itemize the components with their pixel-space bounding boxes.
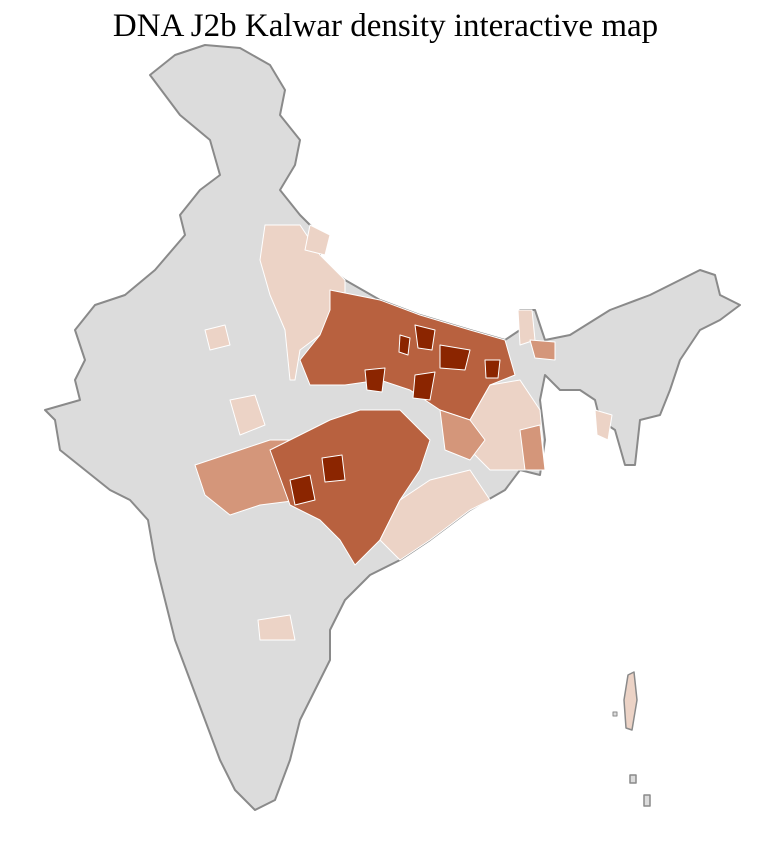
nicobar-island-1[interactable] — [629, 774, 637, 784]
district-high-1[interactable] — [414, 324, 436, 351]
lakshadweep[interactable] — [612, 711, 618, 717]
district-high-5[interactable] — [398, 334, 411, 356]
region-up-west[interactable] — [259, 224, 346, 381]
region-telangana-spot[interactable] — [257, 614, 296, 641]
map-title: DNA J2b Kalwar density interactive map — [112, 8, 659, 44]
andaman-islands[interactable] — [623, 671, 638, 731]
district-high-6[interactable] — [289, 474, 316, 506]
district-high-4[interactable] — [412, 371, 436, 401]
region-uk-spot[interactable] — [304, 224, 331, 256]
district-high-8[interactable] — [484, 359, 501, 379]
region-bengal-coast[interactable] — [519, 424, 546, 471]
district-high-3[interactable] — [364, 367, 386, 393]
region-central-light[interactable] — [229, 394, 266, 436]
region-odisha-light[interactable] — [379, 469, 491, 561]
region-ne-spot[interactable] — [594, 409, 613, 441]
district-high-2[interactable] — [439, 344, 471, 371]
region-rajasthan-spot[interactable] — [204, 324, 231, 351]
nicobar-island-2[interactable] — [643, 794, 651, 807]
region-bengal-north[interactable] — [529, 339, 556, 361]
region-jharkhand-mid[interactable] — [439, 409, 486, 461]
district-high-7[interactable] — [321, 454, 346, 483]
